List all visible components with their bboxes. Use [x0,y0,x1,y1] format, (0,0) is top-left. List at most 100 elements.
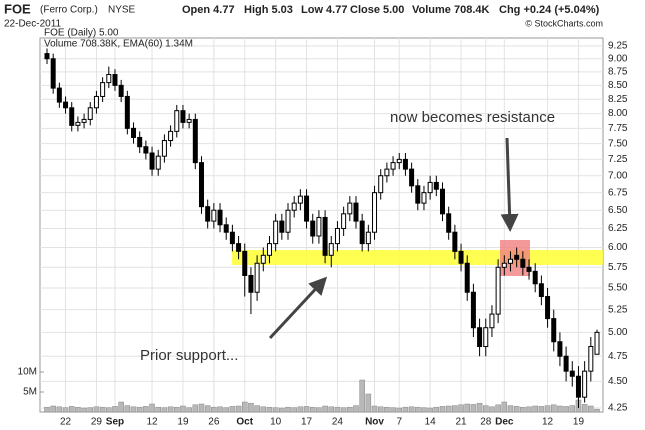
y-tick-label: 9.25 [608,41,628,52]
volume-bar [149,403,155,413]
header-high: High 5.03 [244,4,293,16]
volume-bar [180,405,186,413]
volume-bar [464,403,470,413]
candle-body [409,168,415,187]
x-tick-label: Nov [365,417,384,428]
volume-bar [316,407,322,413]
volume-bar [365,393,372,413]
volume-bar [297,406,304,413]
x-tick-label: 22 [60,417,72,428]
candle-body [464,262,470,293]
candle-body [124,95,130,129]
volume-bar [44,406,50,413]
volume-bar [124,405,131,413]
candle-body [50,58,56,89]
candle-body [328,243,334,256]
candle-body [334,227,340,245]
volume-bar [445,405,452,413]
candle-body [279,220,285,233]
candle-body [44,53,50,60]
volume-bar [93,406,100,413]
arrow [268,276,328,340]
volume-bar [161,407,168,413]
candle-body [575,375,581,398]
volume-bar [56,406,63,413]
candle-body [168,130,174,142]
x-tick-label: Oct [236,417,253,428]
candle-body [470,291,476,329]
volume-bar [495,404,501,413]
candle-body [56,87,62,103]
candle-body [557,341,563,357]
watermark: © StockCharts.com [525,18,603,28]
y-tick-label: 7.75 [608,123,628,134]
x-tick-label: 28 [480,417,492,428]
volume-bar [229,406,236,413]
y2-tick-label: 10M [18,367,37,378]
candle-body [242,250,248,276]
candle-body [236,243,242,252]
arrow [500,137,519,232]
volume-bar [235,405,242,413]
candle-body [440,188,446,215]
volume-bar [106,407,112,413]
candle-body [87,107,93,120]
volume-bar [322,405,328,413]
volume-bar [272,407,279,413]
y-tick-label: 5.75 [608,262,628,273]
volume-bar [279,407,285,413]
candle-body [446,213,452,233]
candle-body [489,313,495,329]
volume-bar [452,405,458,413]
candle-body [100,82,106,97]
support-band [232,250,603,265]
volume-bar [408,406,415,413]
volume-bar [563,406,569,413]
candle-body [532,270,538,285]
volume-bar [118,401,124,413]
volume-bar [87,407,94,413]
candle-body [365,231,371,245]
volume-bar [136,406,143,413]
x-tick-label: 29 [91,417,103,428]
y-tick-label: 4.25 [608,403,628,414]
volume-bar [99,406,106,413]
legend-price: FOE (Daily) 5.00 [44,28,119,39]
volume-bar [470,404,477,413]
company: (Ferro Corp.) [40,5,98,16]
annotation-support: Prior support... [140,347,238,364]
candle-body [569,370,575,377]
volume-bar [384,406,390,413]
candle-body [186,118,192,123]
volume-bar [415,406,421,413]
candle-body [260,254,266,264]
candle-body [427,181,433,194]
candle-body [254,262,260,293]
candle-body [297,195,303,204]
volume-bar [353,405,359,413]
x-tick-label: 24 [332,417,344,428]
candle-body [501,262,507,268]
candle-body [112,74,118,86]
volume-bar [223,407,229,413]
candle-body [137,136,143,148]
volume-bar [155,406,161,413]
candle-body [322,216,328,256]
y-tick-label: 4.75 [608,351,628,362]
x-tick-label: 12 [542,417,554,428]
y-tick-label: 5.25 [608,304,628,315]
candle-body [266,243,272,256]
volume-bar [538,406,545,413]
candle-body [81,118,87,123]
candle-body [359,220,365,245]
candle-body [310,220,316,237]
volume-bar [167,406,174,413]
volume-bar [476,402,483,413]
volume-bar [186,407,192,413]
volume-bar [254,405,260,413]
candle-body [551,318,557,343]
candle-body [384,168,390,177]
y-tick-label: 6.50 [608,205,628,216]
candle-body [205,206,211,222]
